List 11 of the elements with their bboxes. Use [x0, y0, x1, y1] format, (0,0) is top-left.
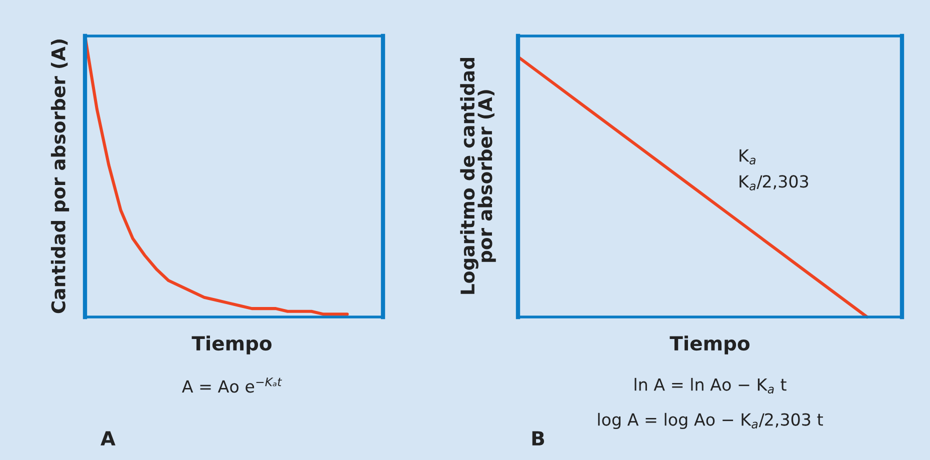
text: log A = log Ao − K$_{a}$/2,303 t	[598, 412, 823, 430]
text: ln A = ln Ao − K$_{a}$ t	[634, 378, 786, 394]
text: A = Ao e$^{−Kₐt}$	[182, 378, 282, 393]
y-axis-title: Logaritmo de cantidad por absorber (A)	[460, 58, 496, 294]
annotation: K$_{a}$/2,303	[740, 175, 808, 190]
y-axis-title: Cantidad por absorber (A)	[50, 40, 70, 314]
text: B	[532, 431, 544, 446]
text: A	[100, 431, 116, 446]
annotation: K$_{a}$	[740, 149, 756, 164]
x-axis-title: Tiempo	[192, 336, 272, 354]
x-axis-title: Tiempo	[670, 336, 750, 354]
